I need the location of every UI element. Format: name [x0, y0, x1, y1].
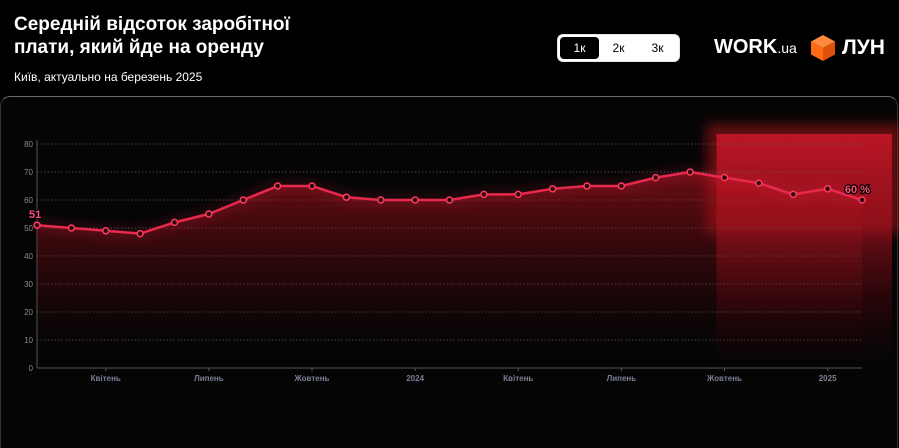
cube-icon	[811, 35, 835, 61]
data-point	[33, 221, 41, 229]
y-tick-label: 10	[24, 336, 33, 345]
chart-header: Середній відсоток заробітної плати, який…	[0, 0, 899, 92]
point-layer	[33, 168, 866, 238]
data-point	[102, 227, 110, 235]
work-logo-main: WORK	[714, 36, 778, 58]
data-point	[548, 185, 557, 193]
room-count-switch: 1к 2к 3к	[557, 34, 680, 62]
y-tick-label: 50	[24, 224, 33, 233]
chart-subtitle: Київ, актуально на березень 2025	[14, 70, 203, 84]
data-point	[514, 190, 522, 199]
y-tick-label: 70	[24, 168, 33, 177]
y-tick-label: 30	[24, 280, 33, 289]
data-point	[239, 196, 247, 204]
data-point	[411, 196, 419, 204]
work-logo-suffix: .ua	[777, 40, 797, 56]
data-point	[445, 196, 454, 204]
data-point	[686, 168, 694, 176]
data-point	[583, 182, 591, 190]
data-point	[67, 224, 76, 232]
y-tick-label: 60	[24, 196, 33, 205]
x-tick-label: Липень	[607, 374, 637, 383]
data-label: 51	[29, 209, 41, 221]
data-point	[720, 173, 729, 182]
data-point	[342, 193, 351, 201]
data-point	[308, 182, 316, 190]
data-point	[136, 229, 144, 238]
data-label: 60 %	[845, 184, 870, 196]
data-point	[755, 179, 763, 187]
area-layer	[37, 172, 862, 368]
data-point	[823, 185, 832, 193]
chart-title: Середній відсоток заробітної плати, який…	[14, 14, 290, 58]
data-point	[377, 196, 385, 204]
label-layer: 51 60 %	[28, 183, 872, 223]
y-tick-label: 20	[24, 308, 33, 317]
data-point	[170, 218, 179, 227]
y-tick-label: 40	[24, 252, 33, 261]
lun-logo: ЛУН	[810, 34, 885, 62]
x-tick-label: 2025	[819, 374, 837, 383]
data-point	[480, 190, 488, 199]
range-option-1k[interactable]: 1к	[560, 37, 599, 59]
y-tick-label: 80	[24, 140, 33, 149]
data-point	[789, 190, 797, 199]
range-option-2k[interactable]: 2к	[612, 41, 625, 55]
x-tick-label: Квітень	[503, 374, 533, 383]
data-point	[617, 182, 626, 190]
data-point	[858, 196, 866, 204]
rent-share-line-chart: 0 10 20 30 40 50 60 70 80 Квітень Липень Жовтень 202…	[24, 124, 899, 383]
x-tick-label: Жовтень	[706, 374, 742, 383]
data-point	[273, 182, 282, 190]
data-point	[205, 210, 213, 218]
x-tick-label: 2024	[406, 374, 424, 383]
x-tick-label: Липень	[194, 374, 224, 383]
x-tick-label: Жовтень	[294, 374, 330, 383]
work-ua-logo: WORK.ua	[714, 36, 797, 59]
x-tick-label: Квітень	[91, 374, 121, 383]
series-area	[37, 172, 862, 368]
data-point	[652, 173, 660, 182]
y-tick-label: 0	[29, 364, 34, 373]
lun-logo-text: ЛУН	[842, 36, 885, 59]
range-option-3k[interactable]: 3к	[651, 41, 664, 55]
